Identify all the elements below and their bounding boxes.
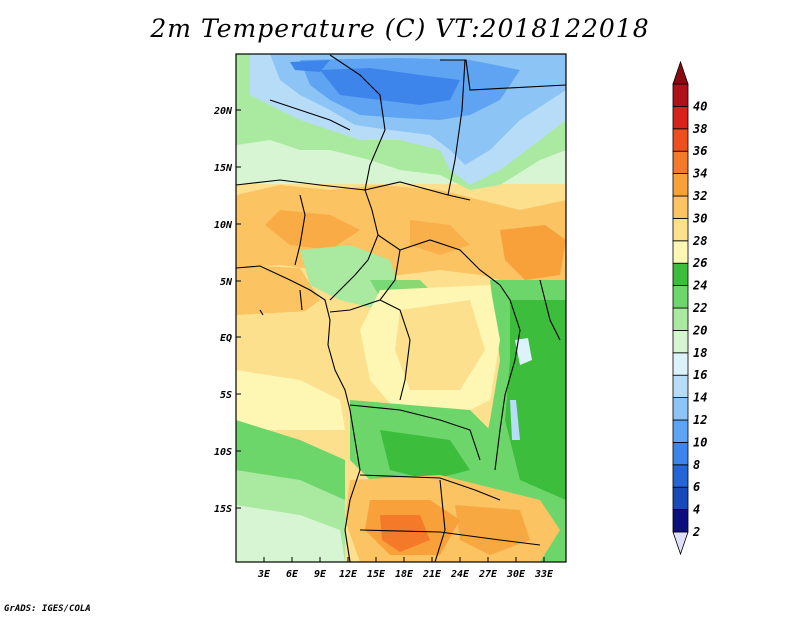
colorbar-swatch <box>672 217 689 242</box>
map-frame <box>235 53 567 563</box>
lon-label: 12E <box>339 569 358 580</box>
colorbar-label: 18 <box>693 346 707 360</box>
colorbar-label: 16 <box>693 368 707 382</box>
lon-label: 21E <box>422 569 442 580</box>
colorbar-swatch <box>672 486 689 511</box>
colorbar-swatch <box>672 374 689 399</box>
lat-label: 5S <box>220 390 232 401</box>
lat-label: 20N <box>213 106 233 117</box>
colorbar-swatch <box>672 285 689 309</box>
colorbar-label: 12 <box>693 413 707 427</box>
colorbar-swatch <box>672 464 689 488</box>
colorbar-label: 32 <box>692 189 707 203</box>
colorbar-swatch <box>672 329 689 354</box>
colorbar-swatch <box>672 419 689 443</box>
lat-label: EQ <box>220 333 232 344</box>
lat-label: 10S <box>214 447 232 458</box>
colorbar-label: 4 <box>693 503 700 517</box>
lon-label: 15E <box>367 569 386 580</box>
colorbar-label: 10 <box>693 435 707 449</box>
lat-label: 10N <box>214 220 233 231</box>
colorbar-label: 24 <box>692 279 707 293</box>
colorbar-swatch <box>672 150 689 174</box>
colorbar-label: 40 <box>693 99 707 113</box>
colorbar-label: 8 <box>693 458 700 472</box>
lat-label: 15N <box>214 163 233 174</box>
colorbar-swatch <box>672 509 689 533</box>
lon-label: 30E <box>506 569 526 580</box>
lat-label: 5N <box>220 277 233 288</box>
lon-label: 9E <box>314 569 327 580</box>
colorbar-swatch <box>672 441 689 466</box>
colorbar-label: 6 <box>693 480 700 494</box>
colorbar-swatch <box>672 173 689 197</box>
map-title: 2m Temperature (C) VT:2018122018 <box>150 14 650 43</box>
lon-label: 24E <box>450 569 470 580</box>
lon-label: 27E <box>478 569 498 580</box>
colorbar-label: 2 <box>692 525 700 539</box>
colorbar-swatch <box>672 262 689 287</box>
colorbar-label: 22 <box>692 301 707 315</box>
colorbar-swatch <box>672 240 689 264</box>
lon-label: 6E <box>286 569 299 580</box>
colorbar-label: 36 <box>692 144 707 158</box>
colorbar-swatch <box>672 106 689 130</box>
colorbar-label: 38 <box>692 122 707 136</box>
colorbar-label: 28 <box>692 234 707 248</box>
colorbar-label: 20 <box>692 323 707 337</box>
lat-label: 15S <box>214 504 232 515</box>
lon-label: 33E <box>534 569 554 580</box>
longitude-axis: 3E 6E 9E 12E 15E 18E 21E 24E 27E 30E 33E <box>257 557 554 580</box>
colorbar-label: 14 <box>693 391 707 405</box>
colorbar-min-triangle <box>672 531 689 556</box>
colorbar-swatch <box>672 397 689 421</box>
colorbar-swatch <box>672 128 689 152</box>
colorbar-label: 34 <box>692 167 707 181</box>
political-borders <box>236 54 566 562</box>
lon-label: 3E <box>257 569 271 580</box>
colorbar-swatch <box>672 352 689 376</box>
colorbar-label: 30 <box>692 211 707 225</box>
credit-label: GrADS: IGES/COLA <box>4 604 91 614</box>
colorbar-swatch <box>672 83 689 107</box>
colorbar-swatch <box>672 307 689 331</box>
temperature-field <box>236 54 566 562</box>
colorbar-max-triangle <box>672 60 689 85</box>
colorbar-swatch <box>672 195 689 219</box>
lon-label: 18E <box>395 569 414 580</box>
colorbar-label: 26 <box>692 256 707 270</box>
latitude-axis: 20N 15N 10N 5N EQ 5S 10S 15S <box>213 106 241 515</box>
